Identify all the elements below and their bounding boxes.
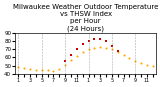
Title: Milwaukee Weather Outdoor Temperature
vs THSW Index
per Hour
(24 Hours): Milwaukee Weather Outdoor Temperature vs… — [13, 4, 158, 32]
